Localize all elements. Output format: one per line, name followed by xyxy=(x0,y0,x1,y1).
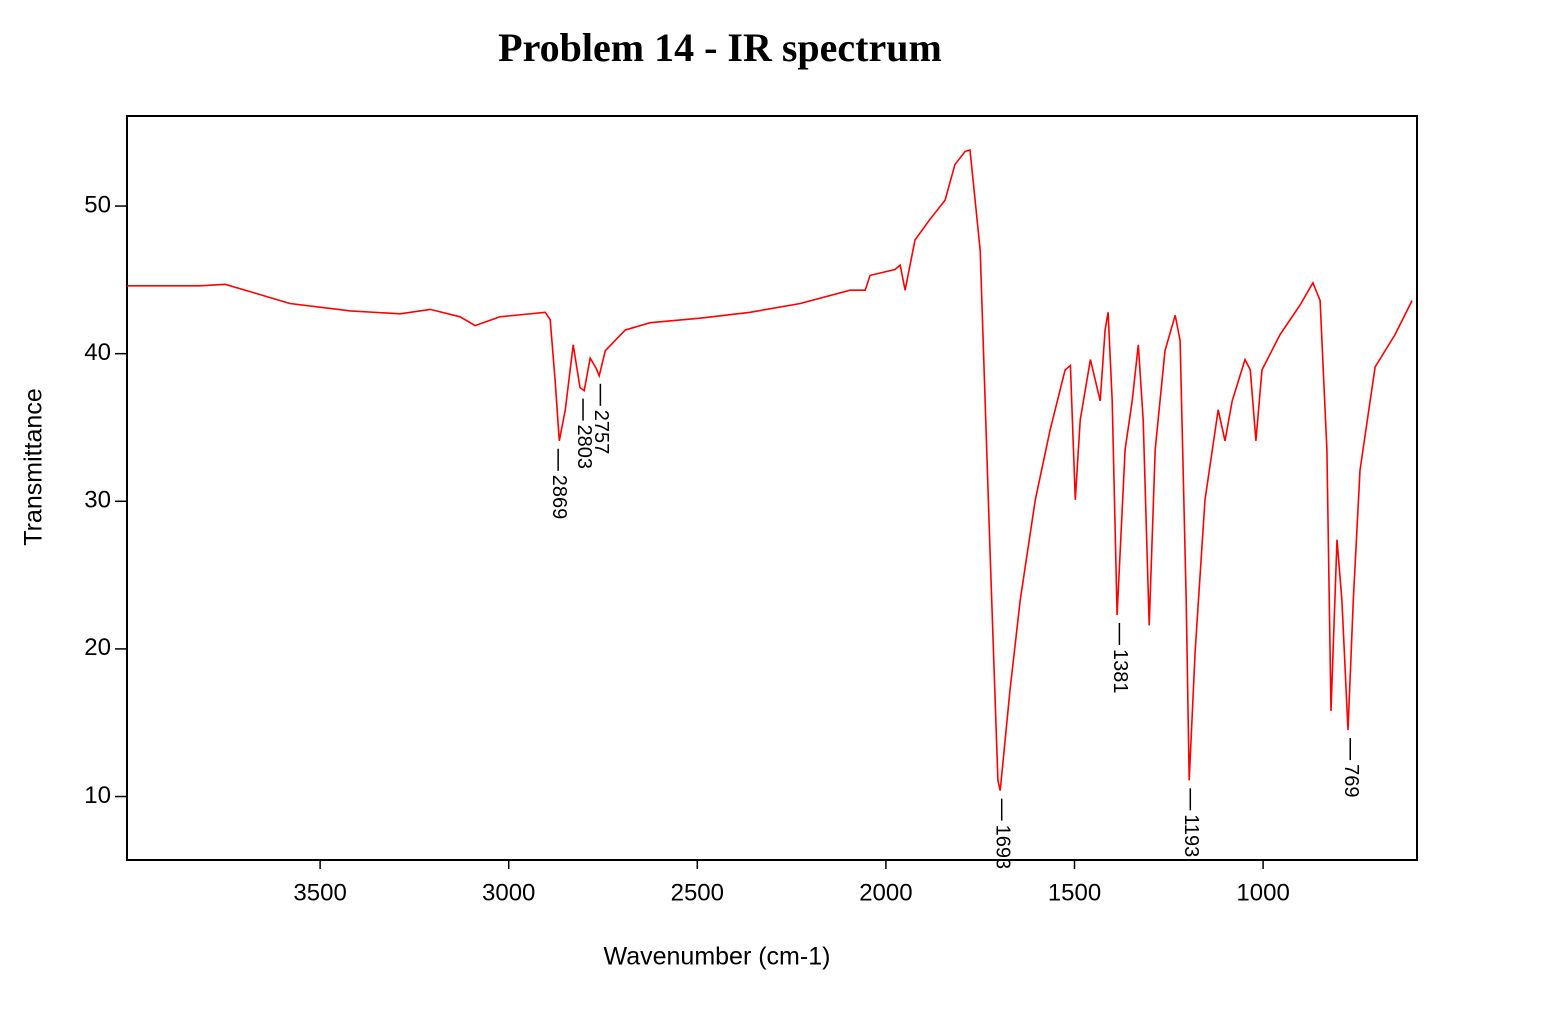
y-tick-label: 40 xyxy=(84,339,111,366)
plot-frame xyxy=(126,115,1418,861)
x-tick-label: 2000 xyxy=(859,879,912,906)
y-tick-label: 20 xyxy=(84,634,111,661)
peak-label: 2803 xyxy=(573,425,595,470)
peak-label: 2757 xyxy=(590,410,612,455)
x-tick-label: 1500 xyxy=(1048,879,1101,906)
x-axis-label: Wavenumber (cm-1) xyxy=(604,943,831,971)
x-tick-label: 3500 xyxy=(293,879,346,906)
x-tick-label: 2500 xyxy=(671,879,724,906)
y-tick-label: 10 xyxy=(84,782,111,809)
y-tick-label: 50 xyxy=(84,191,111,218)
chart-title: Problem 14 - IR spectrum xyxy=(498,25,942,70)
peak-label: 769 xyxy=(1340,764,1362,797)
y-tick-label: 30 xyxy=(84,487,111,514)
peak-label: 2869 xyxy=(548,475,570,520)
peak-label: 1193 xyxy=(1180,814,1202,857)
peak-label: 1381 xyxy=(1109,649,1131,694)
peak-label: 1693 xyxy=(991,825,1013,869)
spectrum-line xyxy=(127,148,1413,791)
y-axis-label: Transmittance xyxy=(20,388,48,545)
x-tick-label: 1000 xyxy=(1236,879,1289,906)
x-tick-label: 3000 xyxy=(482,879,535,906)
